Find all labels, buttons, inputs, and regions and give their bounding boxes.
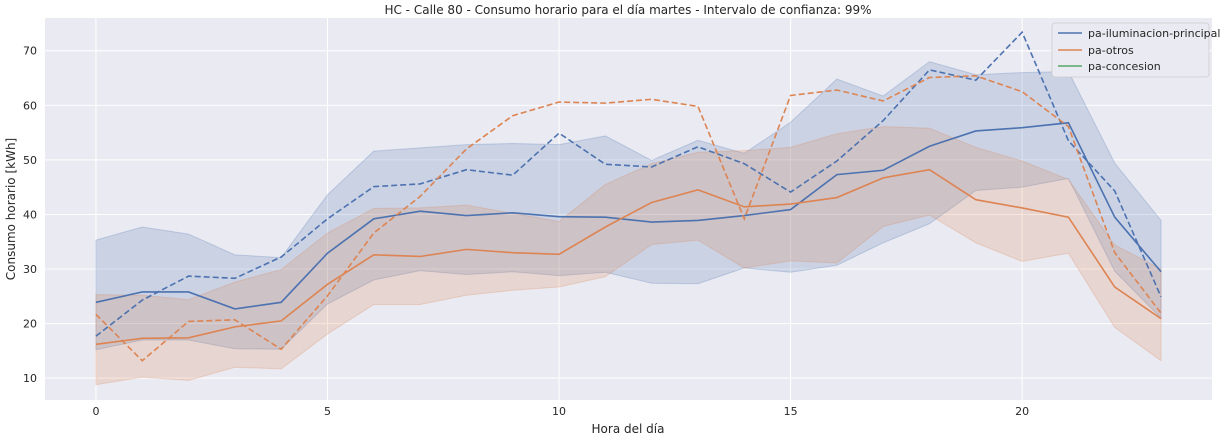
plot-area <box>45 18 1212 400</box>
x-axis-label: Hora del día <box>592 422 665 436</box>
mean-line-series-0 <box>95 121 1162 310</box>
x-tick-labels: 0 5 10 15 20 <box>92 405 1029 418</box>
legend-label-concesion: pa-concesion <box>1088 60 1161 73</box>
y-tick-label: 50 <box>23 154 37 167</box>
y-tick-label: 20 <box>23 318 37 331</box>
x-tick-label: 20 <box>1015 405 1029 418</box>
series-lines <box>95 30 1162 362</box>
y-tick-label: 60 <box>23 99 37 112</box>
y-tick-label: 10 <box>23 372 37 385</box>
legend: pa-iluminacion-principal pa-otros pa-con… <box>1051 22 1220 78</box>
y-tick-labels: 10 20 30 40 50 60 70 <box>23 45 37 385</box>
y-axis-label: Consumo horario [kWh] <box>4 138 18 280</box>
legend-label-iluminacion: pa-iluminacion-principal <box>1088 27 1220 40</box>
legend-label-otros: pa-otros <box>1088 44 1134 57</box>
x-tick-label: 10 <box>552 405 566 418</box>
x-tick-label: 5 <box>324 405 331 418</box>
legend-box <box>1051 22 1210 78</box>
y-tick-label: 70 <box>23 45 37 58</box>
y-tick-label: 40 <box>23 208 37 221</box>
x-tick-label: 15 <box>784 405 798 418</box>
dashed-line-series-0 <box>95 30 1162 337</box>
dashed-line-series-1 <box>95 75 1162 362</box>
chart-title: HC - Calle 80 - Consumo horario para el … <box>384 3 871 17</box>
y-gridlines <box>45 50 1212 379</box>
mean-line-series-1 <box>95 168 1162 346</box>
x-tick-label: 0 <box>92 405 99 418</box>
y-tick-label: 30 <box>23 263 37 276</box>
ci-band-series-1 <box>95 126 1162 386</box>
